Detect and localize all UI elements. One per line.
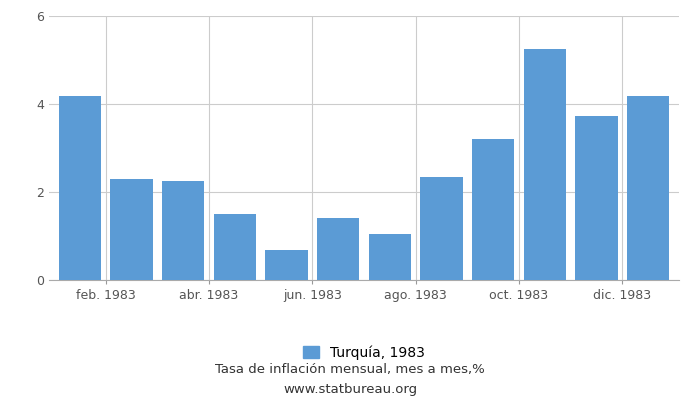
Bar — [524, 49, 566, 280]
Bar — [626, 96, 669, 280]
Bar — [420, 176, 463, 280]
Text: Tasa de inflación mensual, mes a mes,%: Tasa de inflación mensual, mes a mes,% — [215, 364, 485, 376]
Legend: Turquía, 1983: Turquía, 1983 — [302, 345, 426, 360]
Bar — [472, 139, 514, 280]
Bar — [162, 181, 204, 280]
Bar — [369, 234, 411, 280]
Bar — [214, 214, 256, 280]
Text: www.statbureau.org: www.statbureau.org — [283, 384, 417, 396]
Bar — [317, 218, 359, 280]
Bar — [265, 250, 308, 280]
Bar — [111, 179, 153, 280]
Bar — [59, 96, 102, 280]
Bar — [575, 116, 617, 280]
